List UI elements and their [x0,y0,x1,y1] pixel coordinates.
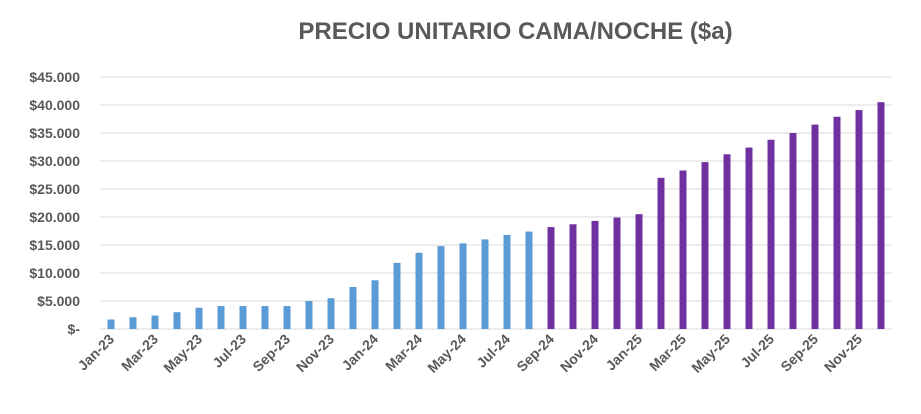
y-tick-label: $30.000 [29,153,80,169]
x-tick-label: Sep-23 [249,331,293,375]
x-tick-label: Jul-24 [473,331,513,371]
bar-apr-25 [701,162,709,329]
y-tick-label: $40.000 [29,97,80,113]
bar-dec-23 [349,287,357,329]
bar-may-23 [195,307,203,329]
bar-feb-23 [129,317,137,329]
bar-nov-24 [591,220,599,329]
x-tick-label: Mar-24 [382,331,425,374]
x-tick-label: Mar-23 [118,331,161,374]
bar-jul-25 [767,139,775,329]
bar-sep-24 [547,227,555,329]
x-tick-label: Jan-23 [74,331,117,374]
y-tick-label: $45.000 [29,69,80,85]
y-axis-tick-labels: $- $5.000 $10.000 $15.000 $20.000 $25.000 $30.… [29,69,80,337]
bar-apr-23 [173,312,181,329]
bar-mar-23 [151,315,159,329]
bar-jan-23 [107,319,115,329]
bar-sep-23 [283,306,291,329]
y-tick-label: $15.000 [29,237,80,253]
bar-aug-25 [789,133,797,329]
y-tick-label: $- [68,321,81,337]
x-tick-label: Jul-25 [737,331,777,371]
bar-sep-25 [811,124,819,329]
bar-jul-23 [239,306,247,329]
bar-jul-24 [503,234,511,329]
y-tick-label: $20.000 [29,209,80,225]
x-tick-label: May-24 [424,331,469,376]
x-tick-label: Sep-24 [513,331,557,375]
y-tick-label: $5.000 [37,293,80,309]
bar-feb-25 [657,177,665,329]
bar-mar-24 [415,252,423,329]
bar-aug-24 [525,231,533,329]
bar-dec-24 [613,217,621,329]
gridlines [100,76,892,330]
bar-nov-25 [855,110,863,329]
chart-title: PRECIO UNITARIO CAMA/NOCHE ($a) [298,18,733,45]
x-tick-label: Nov-24 [557,331,601,375]
bar-may-25 [723,154,731,329]
x-tick-label: Jul-23 [209,331,249,371]
bar-oct-25 [833,116,841,329]
x-tick-label: Nov-23 [293,331,337,375]
bar-feb-24 [393,262,401,329]
x-tick-label: Mar-25 [646,331,689,374]
x-tick-label: Jan-25 [602,331,645,374]
x-axis-tick-labels: Jan-23 Mar-23 May-23 Jul-23 Sep-23 Nov-23 Jan-… [74,331,865,376]
bar-jun-24 [481,239,489,329]
y-tick-label: $25.000 [29,181,80,197]
bar-mar-25 [679,170,687,329]
bar-jan-24 [371,280,379,329]
x-tick-label: Sep-25 [777,331,821,375]
bars [107,102,885,329]
x-tick-label: May-25 [688,331,733,376]
bar-nov-23 [327,298,335,329]
bar-dec-25 [877,102,885,329]
bar-jun-23 [217,306,225,329]
x-tick-label: Jan-24 [338,331,381,374]
y-tick-label: $10.000 [29,265,80,281]
bar-oct-23 [305,301,313,329]
x-tick-label: May-23 [160,331,205,376]
bar-may-24 [459,243,467,329]
bar-apr-24 [437,246,445,329]
bar-aug-23 [261,306,269,329]
bar-jan-25 [635,214,643,329]
y-tick-label: $35.000 [29,125,80,141]
x-tick-label: Nov-25 [821,331,865,375]
bar-jun-25 [745,147,753,329]
bar-oct-24 [569,224,577,329]
